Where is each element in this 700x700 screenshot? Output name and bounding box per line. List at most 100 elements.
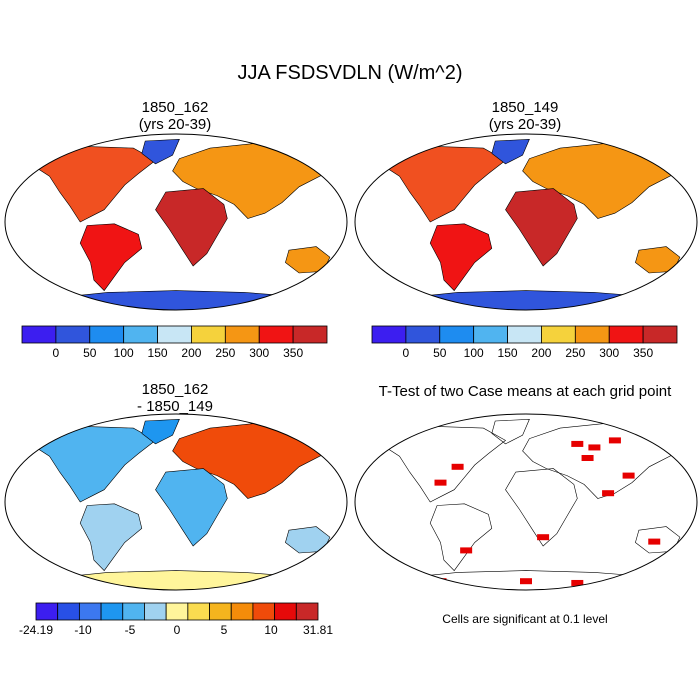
colorbar-box (123, 325, 158, 344)
colorbar-box (295, 602, 319, 621)
map-border (354, 133, 698, 311)
land-samerica (429, 503, 493, 572)
panel2-title-line1: 1850_149 (491, 99, 559, 116)
panel3-title: 1850_162 - 1850_149 (75, 381, 275, 415)
significant-cell (602, 490, 615, 497)
panel3-title-line2: - 1850_149 (137, 398, 213, 415)
colorbar-box (144, 602, 167, 621)
significant-cell (608, 437, 621, 444)
colorbar-tick-label: 150 (148, 346, 168, 360)
land-namerica (385, 425, 507, 503)
land-antarctica (389, 290, 663, 310)
land-africa (505, 188, 578, 267)
colorbar-tick-label: -24.19 (19, 623, 53, 637)
colorbar-box (230, 602, 254, 621)
land-namerica (35, 425, 157, 503)
land-greenland (141, 418, 180, 445)
land-antarctica (39, 570, 313, 590)
colorbar-tick-label: 100 (114, 346, 134, 360)
colorbar-box (642, 325, 678, 344)
colorbar-tick-label: 200 (181, 346, 201, 360)
colorbar-box (258, 325, 294, 344)
map-border (4, 133, 348, 311)
panel2-title-line2: (yrs 20-39) (488, 116, 562, 133)
significant-cell (622, 472, 635, 479)
significant-cell (588, 444, 601, 451)
map-land-3 (35, 418, 331, 590)
colorbar-tick-label: 300 (599, 346, 619, 360)
colorbar-box (89, 325, 125, 344)
colorbar-tick-label: -5 (125, 623, 136, 637)
colorbar-tick-label: 350 (283, 346, 303, 360)
land-australia (285, 526, 331, 554)
significant-cell (571, 579, 584, 586)
panel2-title: 1850_149 (yrs 20-39) (425, 99, 625, 133)
colorbar-tick-label: 31.81 (303, 623, 333, 637)
map-panel-3 (4, 413, 348, 591)
colorbar-tick-label: 10 (264, 623, 278, 637)
land-greenland (491, 418, 530, 445)
panel1-title: 1850_162 (yrs 20-39) (75, 99, 275, 133)
colorbar-box (274, 602, 297, 621)
colorbar-box (507, 325, 542, 344)
panel3-title-line1: 1850_162 (141, 381, 209, 398)
map-land-4 (385, 418, 681, 590)
colorbar-box (57, 602, 80, 621)
land-greenland (141, 138, 180, 165)
map-border (4, 413, 348, 591)
land-africa (155, 188, 228, 267)
land-namerica (385, 145, 507, 223)
colorbar-box (157, 325, 192, 344)
colorbar-case2: 0 50 100 150 200 250 300 350 (371, 325, 678, 360)
figure-title: JJA FSDSVDLN (W/m^2) (237, 62, 463, 84)
significant-cell (451, 463, 464, 470)
land-samerica (429, 223, 493, 292)
colorbar-tick-label: 250 (215, 346, 235, 360)
colorbar-box (473, 325, 508, 344)
colorbar-box (405, 325, 441, 344)
colorbar-box (165, 602, 189, 621)
land-antarctica (39, 290, 313, 310)
land-samerica (79, 503, 143, 572)
panel1-title-line2: (yrs 20-39) (138, 116, 212, 133)
colorbar-box (541, 325, 576, 344)
land-namerica (35, 145, 157, 223)
colorbar-tick-label: 0 (174, 623, 181, 637)
colorbar-box (100, 602, 124, 621)
map-panel-2 (354, 133, 698, 311)
colorbar-box (122, 602, 145, 621)
colorbar-box (21, 325, 57, 344)
colorbar-tick-label: 250 (565, 346, 585, 360)
colorbar-box (224, 325, 260, 344)
map-land-1 (35, 138, 331, 310)
colorbar-tick-label: 200 (531, 346, 551, 360)
significant-cell (537, 534, 550, 541)
colorbar-tick-label: 100 (464, 346, 484, 360)
colorbar-box (371, 325, 407, 344)
significant-cell (571, 440, 584, 447)
panel4-title: T-Test of two Case means at each grid po… (378, 383, 672, 400)
map-land-2 (385, 138, 681, 310)
map-panel-1 (4, 133, 348, 311)
colorbar-box (187, 602, 210, 621)
significant-cell (460, 547, 473, 554)
panel1-title-line1: 1850_162 (141, 99, 209, 116)
map-border (354, 413, 698, 591)
colorbar-box (292, 325, 328, 344)
colorbar-box (35, 602, 59, 621)
colorbar-tick-label: 350 (633, 346, 653, 360)
significant-cell (520, 578, 532, 585)
colorbar-box (608, 325, 644, 344)
colorbar-case1: 0 50 100 150 200 250 300 350 (21, 325, 328, 360)
colorbar-diff: -24.19 -10 -5 0 5 10 31.81 (19, 602, 333, 637)
significant-cell (581, 455, 594, 461)
colorbar-box (439, 325, 475, 344)
colorbar-tick-label: 50 (433, 346, 447, 360)
land-eurasia (522, 422, 681, 499)
land-africa (155, 468, 228, 547)
land-australia (285, 246, 331, 274)
land-samerica (79, 223, 143, 292)
colorbar-tick-label: 0 (53, 346, 60, 360)
ttest-note: Cells are significant at 0.1 level (442, 612, 608, 626)
